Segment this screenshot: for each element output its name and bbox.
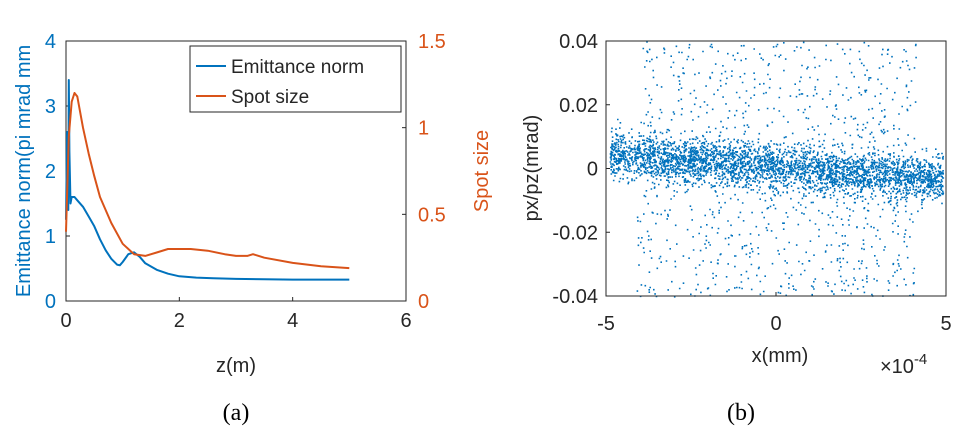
panel-a-x-axis-label: z(m) <box>216 355 256 377</box>
panel-b-y-axis: 0.04 0.02 0 -0.02 -0.04 <box>552 31 610 308</box>
panel-b-caption: (b) <box>727 400 755 426</box>
panel-a-left-tick-label: 1 <box>45 226 56 248</box>
panel-a-left-tick-label: 4 <box>45 31 56 53</box>
panel-a-line-chart: 0 1 2 3 4 0 0.5 1 1.5 0 2 4 6 Emittance norm Spot … <box>13 31 493 426</box>
panel-a-right-tick-label: 1.5 <box>418 31 446 53</box>
panel-a-left-tick-label: 0 <box>45 291 56 313</box>
x-multiplier-base: ×10 <box>880 356 914 378</box>
svg-text:×10-4: ×10-4 <box>880 351 927 378</box>
panel-b-y-tick-label: 0.04 <box>559 31 598 53</box>
panel-a-caption: (a) <box>223 400 250 426</box>
panel-b-scatter-points <box>609 41 945 298</box>
panel-b-x-multiplier: ×10-4 <box>880 351 927 378</box>
panel-a-left-axis-label: Emittance norm(pi mrad mm <box>13 45 35 297</box>
panel-a-series <box>65 79 350 281</box>
panel-a-x-tick-label: 4 <box>287 310 298 332</box>
panel-b-y-tick-label: 0 <box>587 159 598 181</box>
panel-b-x-axis: -5 0 5 <box>597 292 952 335</box>
legend-label-spot-size: Spot size <box>231 87 309 108</box>
panel-a-x-tick-label: 2 <box>174 310 185 332</box>
panel-a-right-tick-label: 0.5 <box>418 204 446 226</box>
panel-a-right-tick-label: 0 <box>418 291 429 313</box>
panel-b-y-tick-label: -0.04 <box>552 286 598 308</box>
panel-b-x-tick-label: 0 <box>770 313 781 335</box>
panel-a-right-tick-label: 1 <box>418 118 429 140</box>
panel-b-y-tick-label: -0.02 <box>552 222 598 244</box>
panel-a-x-tick-label: 0 <box>60 310 71 332</box>
x-multiplier-exponent: -4 <box>914 351 927 368</box>
panel-b-x-tick-label: 5 <box>940 313 951 335</box>
panel-a-left-tick-label: 3 <box>45 96 56 118</box>
panel-a-x-axis: 0 2 4 6 <box>60 297 412 332</box>
panel-a-legend: Emittance norm Spot size <box>189 45 402 113</box>
legend-label-emittance: Emittance norm <box>231 57 364 78</box>
panel-b-y-axis-label: px/pz(mrad) <box>521 115 543 222</box>
panel-a-right-axis: 0 0.5 1 1.5 <box>402 31 446 313</box>
scatter-point <box>609 41 945 298</box>
panel-b-x-axis-label: x(mm) <box>752 345 809 367</box>
series-line-emittance <box>65 79 350 281</box>
panel-b-y-tick-label: 0.02 <box>559 95 598 117</box>
panel-a-right-axis-label: Spot size <box>471 130 493 212</box>
panel-a-x-tick-label: 6 <box>400 310 411 332</box>
series-line-spot-size <box>65 92 350 270</box>
panel-b-x-tick-label: -5 <box>597 313 615 335</box>
legend-box <box>189 45 402 113</box>
panel-a-left-tick-label: 2 <box>45 161 56 183</box>
panel-b-scatter-chart: 0.04 0.02 0 -0.02 -0.04 -5 0 5 x(mm) px/pz(mra… <box>521 31 952 426</box>
